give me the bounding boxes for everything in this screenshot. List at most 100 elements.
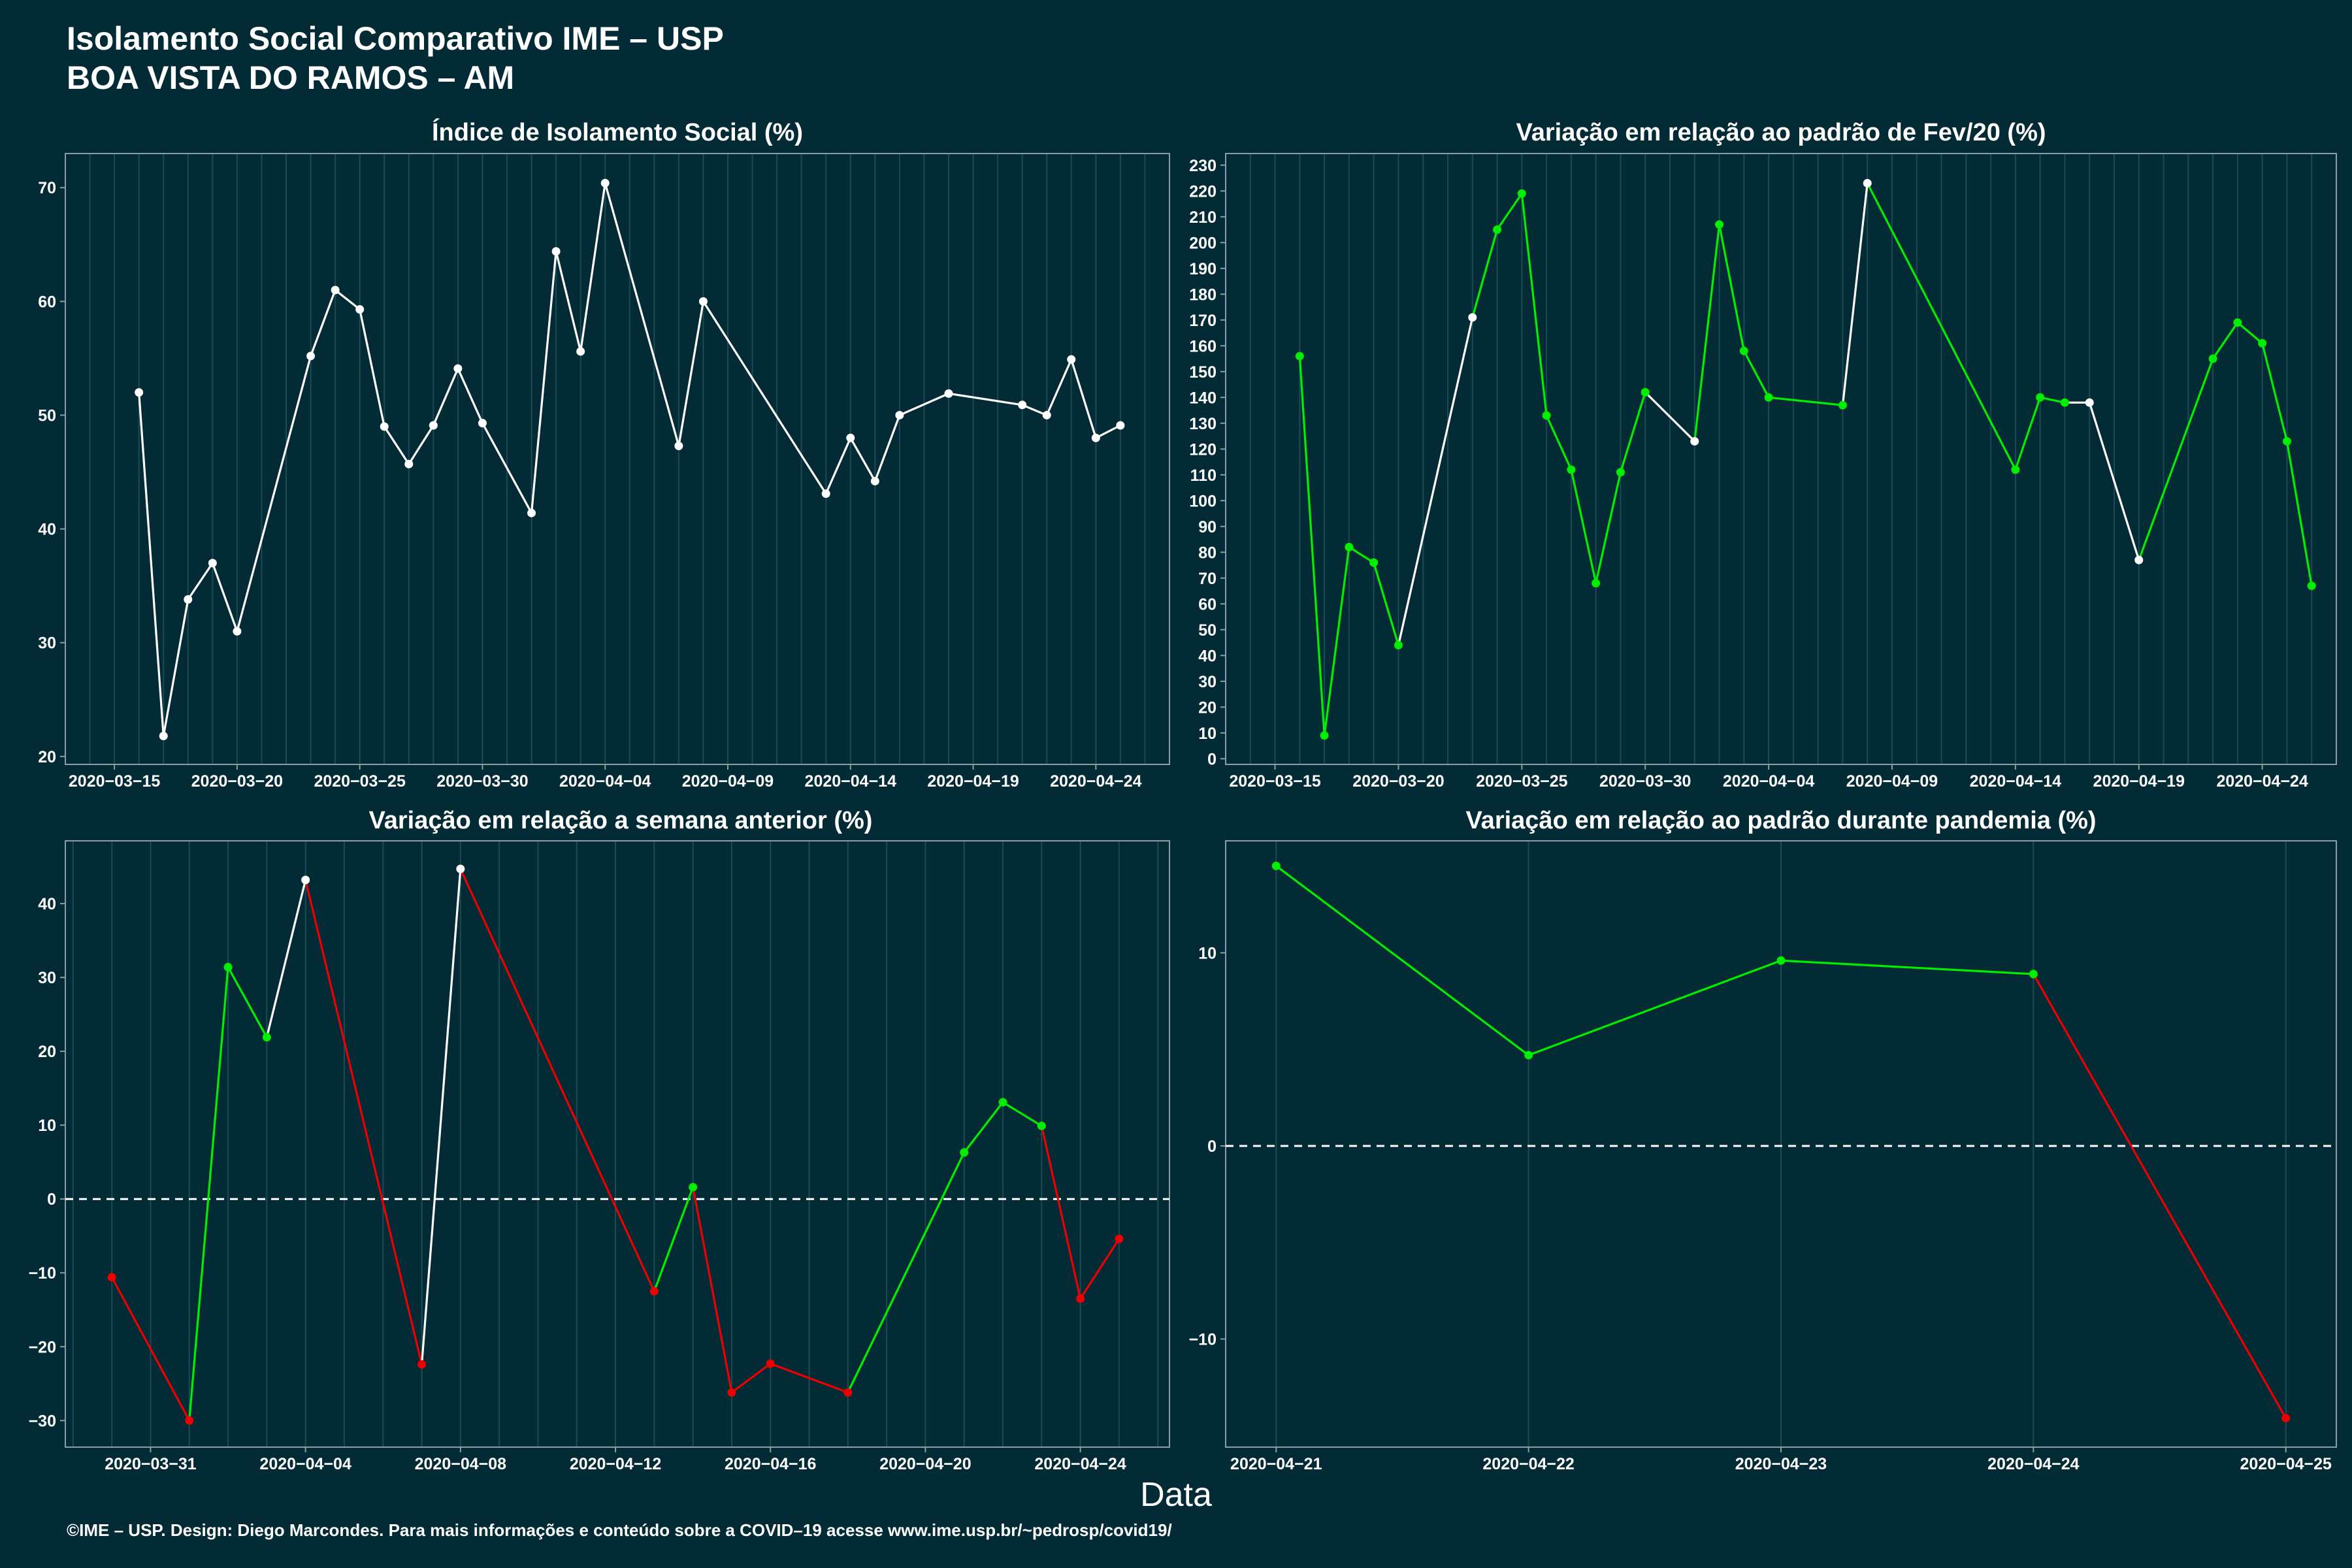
data-point (2036, 393, 2045, 402)
data-point (184, 595, 193, 604)
data-point (1838, 400, 1847, 410)
y-tick-label: −30 (29, 1412, 56, 1430)
data-point (1295, 351, 1304, 361)
series-segment (304, 879, 423, 1365)
data-point (208, 559, 217, 568)
data-point (870, 476, 879, 485)
x-tick-label: 2020−04−19 (2093, 772, 2185, 791)
series-segment (825, 437, 852, 495)
series-segment (1040, 1125, 1082, 1299)
data-point (2307, 581, 2316, 591)
y-tick-label: 30 (1198, 673, 1217, 691)
data-point (1320, 731, 1329, 740)
series-segment (2138, 358, 2214, 561)
data-point (1369, 558, 1379, 567)
series-segment (236, 355, 312, 632)
y-tick-label: −10 (1189, 1330, 1217, 1348)
series-segment (227, 966, 268, 1038)
y-tick-label: 30 (38, 634, 56, 653)
y-tick-label: 0 (1207, 1137, 1217, 1156)
y-tick-label: −10 (29, 1264, 56, 1282)
data-point (1863, 178, 1872, 188)
series-segment (211, 563, 238, 632)
series-segment (2236, 321, 2263, 344)
series-segment (1079, 1238, 1120, 1299)
y-tick-label: 130 (1189, 415, 1217, 433)
y-tick-label: 40 (38, 895, 56, 913)
data-point (2011, 465, 2020, 474)
x-tick-label: 2020−04−09 (682, 772, 774, 791)
series-segment (1545, 415, 1573, 470)
x-tick-label: 2020−03−20 (191, 772, 283, 791)
data-point (301, 875, 310, 885)
series-segment (1528, 959, 1782, 1056)
series-segment (1768, 396, 1843, 406)
y-tick-label: 140 (1189, 389, 1217, 407)
data-point (846, 433, 855, 442)
y-tick-label: 120 (1189, 440, 1217, 459)
series-segment (2014, 397, 2042, 470)
series-segment (432, 368, 459, 426)
data-point (1764, 393, 1773, 402)
y-tick-label: 70 (1198, 570, 1217, 588)
data-point (135, 388, 144, 397)
data-point (674, 441, 683, 450)
series-segment (1619, 391, 1646, 473)
y-tick-label: 180 (1189, 286, 1217, 304)
y-tick-label: 70 (38, 179, 56, 197)
y-tick-label: 220 (1189, 182, 1217, 201)
series-segment (265, 879, 307, 1038)
series-segment (1022, 404, 1047, 416)
data-point (766, 1359, 775, 1368)
series-segment (359, 309, 385, 427)
panel-isolation-index: Índice de Isolamento Social (%) 20 30 40 50 6… (38, 118, 1170, 791)
series-segment (604, 182, 680, 446)
y-tick-label: 20 (38, 748, 56, 766)
data-point (2208, 354, 2217, 363)
x-tick-label: 2020−04−19 (927, 772, 1019, 791)
data-point (960, 1148, 969, 1157)
data-point (895, 410, 904, 419)
data-point (1616, 468, 1625, 477)
y-tick-label: 100 (1189, 492, 1217, 510)
series-segment (730, 1362, 772, 1394)
x-tick-label: 2020−04−16 (725, 1455, 816, 1473)
data-point (1067, 355, 1076, 364)
panel-title: Variação em relação a semana anterior (%… (369, 807, 873, 834)
y-tick-label: 190 (1189, 260, 1217, 278)
data-point (1690, 436, 1699, 446)
data-point (1592, 579, 1601, 588)
series-segment (482, 422, 532, 514)
data-point (1739, 346, 1748, 355)
data-point (223, 962, 233, 972)
data-point (1517, 189, 1526, 198)
x-tick-label: 2020−04−20 (879, 1455, 971, 1473)
y-tick-label: 60 (1198, 595, 1217, 613)
series-segment (459, 868, 655, 1292)
plot-frame (65, 840, 1170, 1448)
data-point (1115, 1234, 1124, 1243)
x-tick-label: 2020−04−04 (1723, 772, 1815, 791)
series-segment (1275, 865, 1529, 1056)
data-point (1345, 542, 1354, 551)
y-tick-label: 110 (1190, 466, 1217, 485)
plot-frame (65, 153, 1170, 765)
series-segment (457, 368, 483, 424)
y-tick-label: 20 (38, 1043, 56, 1061)
data-point (107, 1273, 116, 1282)
y-tick-label: 230 (1189, 157, 1217, 175)
series-segment (383, 426, 410, 465)
series-segment (702, 301, 827, 495)
series-segment (1471, 229, 1499, 318)
data-point (1468, 313, 1477, 322)
series-segment (2032, 973, 2287, 1419)
y-tick-label: 40 (38, 521, 56, 539)
series-segment (187, 562, 214, 600)
series-segment (555, 251, 582, 352)
data-point (1641, 387, 1650, 397)
series-segment (1780, 959, 2034, 975)
series-segment (963, 1102, 1004, 1153)
series-segment (1718, 224, 1745, 351)
chart-subtitle: BOA VISTA DO RAMOS – AM (67, 59, 515, 96)
series-segment (1298, 355, 1326, 736)
